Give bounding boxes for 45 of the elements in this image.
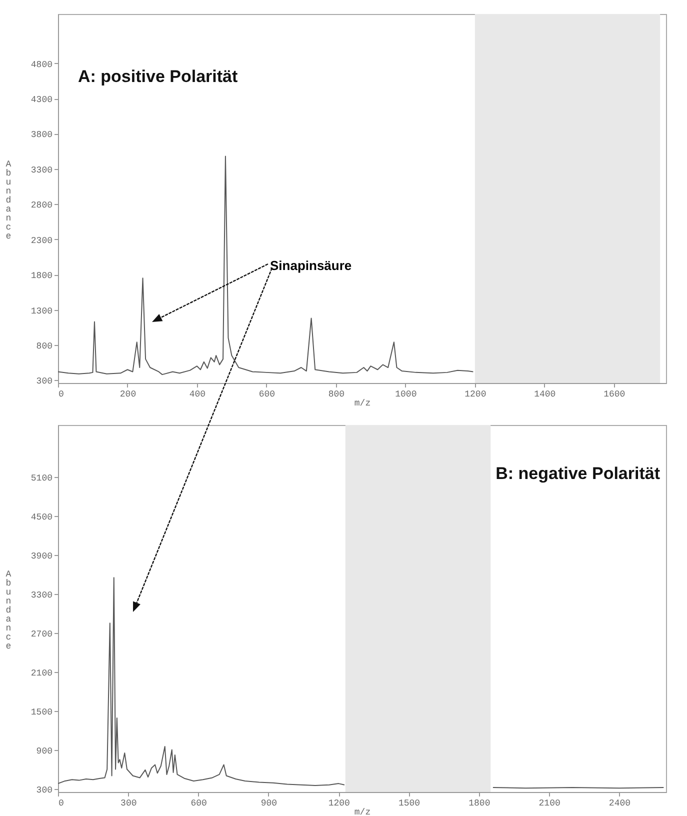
x-tick-label: 900 (260, 798, 278, 808)
x-tick-label: 1000 (395, 390, 417, 400)
y-tick-label: 5100 (30, 473, 52, 484)
text: Abundance (6, 160, 12, 242)
y-tick-label: 3300 (30, 590, 52, 600)
x-axis-title: m/z (354, 808, 371, 816)
x-tick-label: 2100 (538, 798, 560, 808)
y-tick-label: 2100 (30, 668, 52, 678)
x-tick-label: 200 (120, 390, 136, 400)
y-tick-label: 4800 (30, 60, 52, 70)
y-tick-label: 300 (36, 376, 52, 387)
text: A: positive Polarität (78, 67, 238, 86)
annotation: Sinapinsäure (270, 258, 352, 273)
text: Abundance (6, 570, 12, 652)
x-tick-label: 1200 (464, 390, 486, 400)
y-tick-label: 3800 (30, 130, 52, 140)
x-tick-label: 1800 (468, 798, 490, 808)
text: B: negative Polarität (496, 464, 660, 483)
x-tick-label: 800 (328, 390, 345, 400)
y-tick-label: 1500 (30, 707, 52, 718)
y-tick-label: 4300 (30, 95, 52, 106)
x-tick-label: 300 (120, 798, 137, 808)
y-tick-label: 800 (36, 341, 52, 352)
x-tick-label: 400 (189, 390, 206, 400)
x-tick-label: 1400 (534, 390, 556, 400)
y-tick-label: 3300 (30, 165, 52, 176)
y-tick-label: 2300 (30, 236, 52, 246)
y-tick-label: 1300 (30, 306, 52, 316)
x-tick-label: 1200 (328, 798, 350, 808)
line-series (58, 156, 474, 376)
y-tick-label: 1800 (30, 271, 52, 282)
x-tick-label: 0 (58, 390, 64, 400)
x-axis-title: m/z (354, 398, 371, 408)
y-tick-label: 2800 (30, 200, 52, 211)
y-tick-label: 3900 (30, 551, 52, 562)
y-tick-label: 900 (36, 746, 52, 756)
y-tick-label: 300 (36, 785, 52, 796)
x-tick-label: 0 (58, 798, 64, 808)
x-tick-label: 600 (190, 798, 207, 808)
y-tick-label: 4500 (30, 512, 52, 522)
x-tick-label: 2400 (608, 798, 631, 808)
x-tick-label: 1600 (604, 390, 626, 400)
x-tick-label: 600 (258, 390, 276, 400)
x-tick-label: 1500 (398, 798, 420, 808)
y-tick-label: 2700 (30, 629, 52, 640)
